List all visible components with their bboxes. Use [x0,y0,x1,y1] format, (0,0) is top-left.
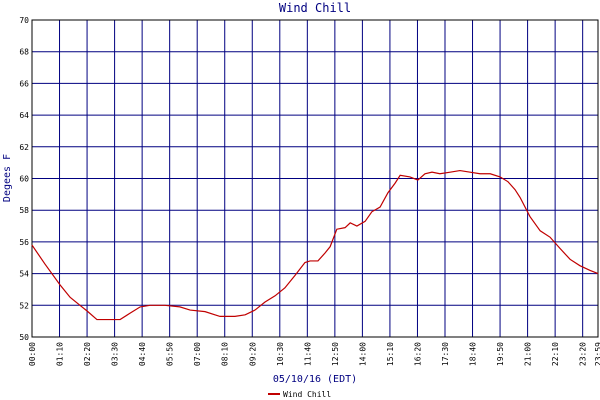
x-tick-label: 23:59 [594,342,600,366]
x-tick-label: 10:30 [276,342,285,366]
x-tick-label: 23:20 [579,342,588,366]
y-tick-label: 64 [19,111,29,120]
y-tick-label: 58 [19,206,29,215]
chart-title: Wind Chill [279,1,351,15]
x-tick-label: 09:20 [248,342,257,366]
x-tick-label: 01:10 [56,342,65,366]
plot-border [31,19,599,338]
x-tick-label: 22:10 [551,342,560,366]
x-tick-label: 12:50 [331,342,340,366]
data-line [31,169,599,321]
x-tick-label: 14:00 [358,342,367,366]
x-tick-label: 02:20 [83,342,92,366]
x-tick-label: 16:20 [413,342,422,366]
y-tick-label: 52 [19,301,29,310]
y-tick-label: 50 [19,333,29,342]
x-tick-label: 11:40 [303,342,312,366]
y-tick-label: 56 [19,238,29,247]
y-tick-label: 60 [19,175,29,184]
x-tick-label: 19:50 [496,342,505,366]
x-tick-label: 08:10 [221,342,230,366]
x-tick-label: 00:00 [28,342,37,366]
x-tick-label: 18:40 [469,342,478,366]
x-tick-label: 21:00 [524,342,533,366]
y-tick-label: 70 [19,16,29,25]
y-tick-label: 66 [19,79,29,88]
x-tick-label: 07:00 [193,342,202,366]
x-tick-label: 15:10 [386,342,395,366]
y-tick-label: 54 [19,270,29,279]
y-axis-label: Degees F [2,154,13,202]
x-tick-label: 03:30 [111,342,120,366]
x-tick-label: 04:40 [138,342,147,366]
y-tick-label: 62 [19,143,29,152]
x-tick-label: 17:30 [441,342,450,366]
x-axis-label: 05/10/16 (EDT) [273,374,357,385]
legend-label: Wind Chill [283,390,331,399]
x-tick-label: 05:50 [166,342,175,366]
y-tick-label: 68 [19,48,29,57]
